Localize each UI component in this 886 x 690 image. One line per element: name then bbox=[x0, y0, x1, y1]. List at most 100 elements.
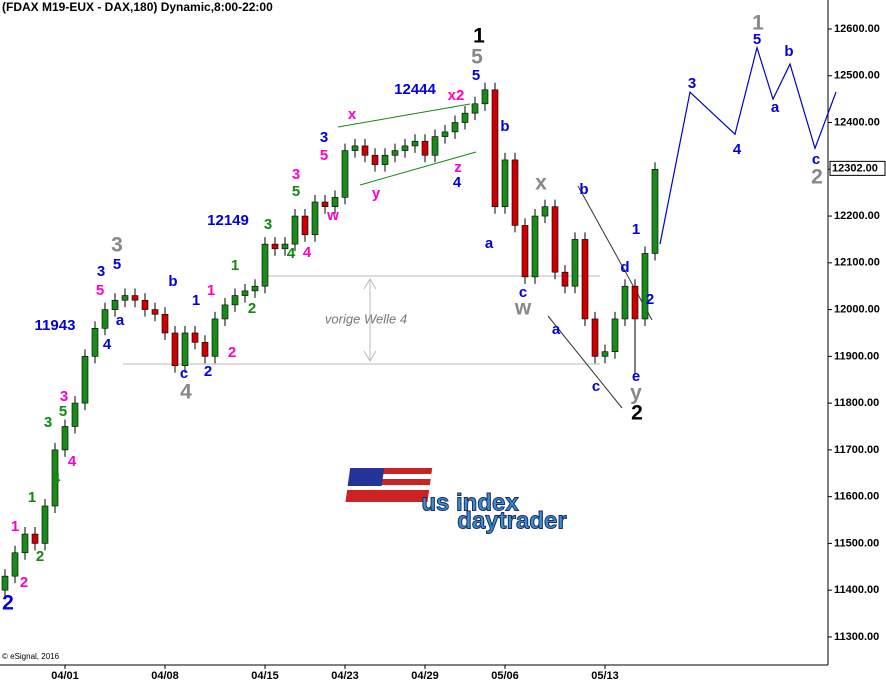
wave-label: a bbox=[771, 99, 780, 116]
candle-body bbox=[281, 243, 289, 250]
candle-body bbox=[121, 295, 129, 301]
candle-body bbox=[41, 505, 49, 544]
candle-body bbox=[521, 225, 529, 278]
wave-label: 11943 bbox=[35, 317, 76, 334]
wave-label: 12444 bbox=[394, 81, 436, 98]
wave-label: 3 bbox=[688, 75, 696, 92]
y-tick-label: 11700.00 bbox=[834, 444, 879, 456]
wave-label: 2 bbox=[20, 574, 28, 591]
logo: us index daytrader bbox=[345, 468, 567, 535]
candle-body bbox=[91, 327, 99, 357]
wave-label: 3 bbox=[44, 414, 52, 431]
wave-label: 4 bbox=[287, 245, 296, 262]
candle-body bbox=[331, 197, 339, 208]
wave-label: z bbox=[454, 159, 462, 176]
candle-body bbox=[541, 206, 549, 217]
wave-label: 2 bbox=[228, 344, 236, 361]
projection-line bbox=[659, 45, 837, 245]
y-tick-label: 12600.00 bbox=[834, 23, 880, 35]
channel-line bbox=[359, 151, 477, 186]
wave-label: 1 bbox=[207, 282, 215, 299]
candle-body bbox=[261, 243, 269, 287]
candle-body bbox=[471, 103, 479, 114]
y-tick-label: 12000.00 bbox=[834, 303, 880, 315]
x-tick-label: 04/23 bbox=[331, 670, 359, 682]
candle-body bbox=[341, 150, 349, 198]
wave-label: 5 bbox=[113, 256, 121, 273]
wave-label: 4 bbox=[180, 381, 192, 404]
y-tick-label: 11800.00 bbox=[834, 397, 879, 409]
candle-body bbox=[51, 449, 59, 507]
logo-text: daytrader bbox=[457, 507, 566, 534]
y-tick-label: 11300.00 bbox=[834, 631, 879, 643]
candle-body bbox=[191, 332, 199, 343]
chart-title: (FDAX M19-EUX - DAX,180) Dynamic,8:00-22… bbox=[2, 0, 273, 14]
candle-body bbox=[461, 112, 469, 123]
wave-label: 5 bbox=[753, 31, 761, 48]
candle-body bbox=[371, 154, 379, 165]
candle-body bbox=[391, 150, 399, 156]
candle-body bbox=[551, 206, 559, 273]
wave-label: a bbox=[485, 235, 494, 252]
wave-label: 1 bbox=[192, 292, 200, 309]
candle-body bbox=[361, 145, 369, 156]
wave-label: 1 bbox=[231, 257, 239, 274]
wave-label: c bbox=[519, 284, 527, 301]
y-tick-label: 11400.00 bbox=[834, 584, 879, 596]
arrow-heads bbox=[363, 278, 377, 362]
candle-body bbox=[591, 318, 599, 357]
wave-label: b bbox=[579, 181, 588, 198]
candle-body bbox=[301, 215, 309, 236]
wave-label: x bbox=[535, 172, 547, 195]
candle-body bbox=[571, 239, 579, 287]
wave-label: 1 bbox=[28, 489, 36, 506]
x-tick-label: 04/01 bbox=[51, 670, 79, 682]
wave-label: a bbox=[116, 312, 125, 329]
candle-body bbox=[351, 145, 359, 151]
candle-body bbox=[141, 299, 149, 310]
wave-label: c bbox=[592, 378, 600, 395]
wave-label: 2 bbox=[811, 166, 823, 189]
wave-label: 3 bbox=[264, 216, 272, 233]
candle-body bbox=[501, 159, 509, 208]
wave-label: b bbox=[784, 43, 793, 60]
wave-label: 1 bbox=[11, 518, 19, 535]
candle-body bbox=[61, 426, 69, 451]
wave-label: a bbox=[552, 321, 561, 338]
wave-label: b bbox=[500, 118, 509, 135]
candle-body bbox=[631, 285, 639, 320]
y-tick-label: 12400.00 bbox=[834, 116, 880, 128]
candle-body bbox=[451, 122, 459, 133]
wave-label: x2 bbox=[448, 87, 465, 104]
y-tick-label: 12200.00 bbox=[834, 210, 880, 222]
wave-label: 1 bbox=[752, 12, 764, 35]
x-tick-label: 04/29 bbox=[411, 670, 439, 682]
candle-body bbox=[151, 309, 159, 315]
candle-body bbox=[101, 309, 109, 329]
wave-label: 5 bbox=[320, 147, 328, 164]
candle-body bbox=[651, 168, 659, 254]
wave-label: 5 bbox=[59, 403, 67, 420]
wave-label: 2 bbox=[631, 402, 643, 425]
wave-label: c bbox=[180, 365, 188, 382]
wave-label: e bbox=[632, 368, 640, 385]
candle-body bbox=[241, 290, 249, 296]
y-tick-label: 11600.00 bbox=[834, 491, 879, 503]
candle-body bbox=[251, 285, 259, 292]
wave-label: 5 bbox=[472, 67, 480, 84]
x-tick-label: 04/08 bbox=[151, 670, 179, 682]
candle-body bbox=[1, 575, 9, 591]
candle-body bbox=[171, 332, 179, 367]
wave-label: 1 bbox=[632, 221, 640, 238]
candle-body bbox=[81, 356, 89, 404]
y-tick-label: 12500.00 bbox=[834, 70, 880, 82]
wave-label: 5 bbox=[471, 46, 483, 69]
wave-label: c bbox=[812, 151, 820, 168]
x-tick-label: 05/13 bbox=[591, 670, 619, 682]
candle-body bbox=[71, 402, 79, 427]
candle-body bbox=[311, 201, 319, 236]
candle-body bbox=[31, 533, 39, 544]
y-tick-label: 11900.00 bbox=[834, 350, 879, 362]
wave-label: d bbox=[620, 259, 629, 276]
